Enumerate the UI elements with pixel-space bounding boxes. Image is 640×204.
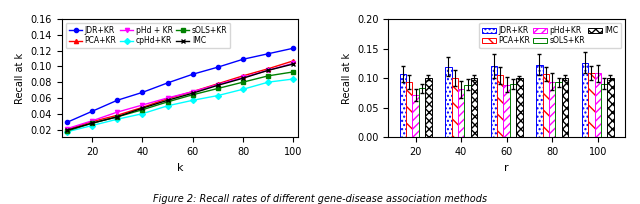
- Bar: [516, 78, 523, 137]
- Bar: [400, 74, 406, 137]
- JDR+KR: [289, 47, 297, 49]
- PCA+KR: [113, 114, 121, 116]
- Line: PCA+KR: PCA+KR: [65, 59, 296, 132]
- pHd + KR: [164, 97, 172, 99]
- IMC: [264, 69, 272, 72]
- Bar: [549, 82, 556, 137]
- JDR+KR: [63, 121, 70, 124]
- JDR+KR: [264, 52, 272, 55]
- Line: pHd + KR: pHd + KR: [65, 61, 296, 131]
- Bar: [601, 83, 607, 137]
- Line: JDR+KR: JDR+KR: [65, 46, 296, 124]
- pHd + KR: [138, 104, 146, 106]
- Bar: [471, 78, 477, 137]
- Bar: [445, 67, 452, 137]
- sOLS+KR: [189, 94, 196, 96]
- sOLS+KR: [214, 87, 221, 90]
- IMC: [189, 92, 196, 94]
- PCA+KR: [214, 82, 221, 85]
- JDR+KR: [189, 73, 196, 75]
- cpHd+KR: [88, 124, 96, 127]
- IMC: [88, 122, 96, 124]
- IMC: [138, 107, 146, 109]
- pHd + KR: [214, 83, 221, 86]
- Line: IMC: IMC: [65, 62, 296, 132]
- cpHd+KR: [113, 118, 121, 121]
- JDR+KR: [164, 82, 172, 84]
- PCA+KR: [289, 60, 297, 62]
- Bar: [504, 85, 510, 137]
- PCA+KR: [239, 75, 247, 77]
- Bar: [562, 78, 568, 137]
- sOLS+KR: [63, 130, 70, 132]
- sOLS+KR: [164, 101, 172, 103]
- Bar: [607, 78, 614, 137]
- Legend: JDR+KR, PCA+KR, pHd + KR, cpHd+KR, sOLS+KR, IMC: JDR+KR, PCA+KR, pHd + KR, cpHd+KR, sOLS+…: [65, 23, 230, 49]
- JDR+KR: [88, 110, 96, 113]
- PCA+KR: [164, 98, 172, 100]
- Bar: [497, 75, 504, 137]
- Legend: JDR+KR, PCA+KR, pHd+KR, sOLS+KR, IMC: JDR+KR, PCA+KR, pHd+KR, sOLS+KR, IMC: [479, 23, 621, 49]
- sOLS+KR: [239, 81, 247, 83]
- Bar: [425, 78, 431, 137]
- sOLS+KR: [264, 75, 272, 77]
- X-axis label: r: r: [504, 163, 509, 173]
- Bar: [536, 65, 543, 137]
- Bar: [595, 73, 601, 137]
- IMC: [239, 77, 247, 79]
- pHd + KR: [113, 111, 121, 113]
- Bar: [412, 95, 419, 137]
- IMC: [289, 63, 297, 65]
- IMC: [214, 84, 221, 86]
- Bar: [465, 85, 471, 137]
- JDR+KR: [239, 58, 247, 60]
- sOLS+KR: [88, 122, 96, 124]
- sOLS+KR: [138, 109, 146, 111]
- cpHd+KR: [63, 131, 70, 133]
- cpHd+KR: [189, 99, 196, 102]
- PCA+KR: [88, 120, 96, 123]
- Bar: [452, 78, 458, 137]
- IMC: [164, 99, 172, 102]
- JDR+KR: [138, 91, 146, 94]
- Text: Figure 2: Recall rates of different gene-disease association methods: Figure 2: Recall rates of different gene…: [153, 194, 487, 204]
- cpHd+KR: [214, 94, 221, 97]
- pHd + KR: [63, 128, 70, 130]
- Bar: [419, 88, 425, 137]
- sOLS+KR: [113, 116, 121, 118]
- pHd + KR: [88, 120, 96, 122]
- pHd + KR: [189, 90, 196, 93]
- PCA+KR: [138, 106, 146, 109]
- Bar: [556, 82, 562, 137]
- IMC: [63, 129, 70, 132]
- Y-axis label: Recall at k: Recall at k: [342, 53, 351, 104]
- Line: cpHd+KR: cpHd+KR: [65, 77, 296, 134]
- cpHd+KR: [264, 81, 272, 83]
- Bar: [588, 73, 595, 137]
- pHd + KR: [239, 76, 247, 79]
- Line: sOLS+KR: sOLS+KR: [65, 70, 296, 133]
- PCA+KR: [63, 128, 70, 131]
- Bar: [406, 82, 412, 137]
- cpHd+KR: [138, 112, 146, 115]
- pHd + KR: [289, 62, 297, 64]
- PCA+KR: [189, 90, 196, 93]
- cpHd+KR: [289, 78, 297, 80]
- sOLS+KR: [289, 71, 297, 73]
- X-axis label: k: k: [177, 163, 183, 173]
- cpHd+KR: [164, 105, 172, 107]
- PCA+KR: [264, 68, 272, 70]
- cpHd+KR: [239, 88, 247, 91]
- Y-axis label: Recall at k: Recall at k: [15, 53, 25, 104]
- Bar: [491, 66, 497, 137]
- JDR+KR: [113, 99, 121, 102]
- pHd + KR: [264, 69, 272, 72]
- Bar: [582, 63, 588, 137]
- Bar: [543, 74, 549, 137]
- JDR+KR: [214, 66, 221, 68]
- Bar: [510, 84, 516, 137]
- Bar: [458, 89, 465, 137]
- IMC: [113, 116, 121, 118]
